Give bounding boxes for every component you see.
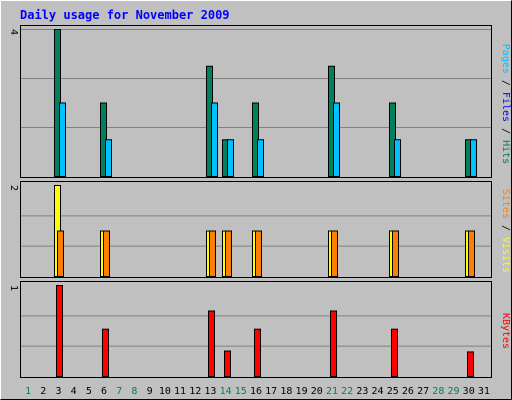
day-label-24: 24 bbox=[372, 386, 384, 397]
day-label-7: 7 bbox=[116, 386, 122, 397]
panel-middle: 2 bbox=[8, 181, 492, 278]
files-label: Files bbox=[500, 92, 511, 122]
day-label-10: 10 bbox=[159, 386, 171, 397]
kbytes-bar-day-3 bbox=[56, 285, 63, 377]
sites-bar-day-6 bbox=[103, 230, 110, 277]
kbytes-bar-day-25 bbox=[391, 328, 398, 377]
day-label-2: 2 bbox=[40, 386, 46, 397]
pages-bar-day-13 bbox=[211, 102, 218, 177]
middle-panel-axis-label: Sites / Visits bbox=[500, 189, 511, 273]
day-label-8: 8 bbox=[131, 386, 137, 397]
kbytes-bar-day-14 bbox=[224, 350, 231, 377]
panel-max-label: 2 bbox=[8, 185, 19, 191]
day-label-26: 26 bbox=[402, 386, 414, 397]
hits-label: Hits bbox=[500, 140, 511, 164]
kbytes-bar-day-6 bbox=[102, 328, 109, 377]
panel-max-label: 4 bbox=[8, 29, 19, 35]
kbytes-bar-day-21 bbox=[330, 310, 337, 378]
day-label-17: 17 bbox=[265, 386, 277, 397]
pages-label: Pages bbox=[500, 44, 511, 74]
pages-bar-day-16 bbox=[257, 139, 264, 177]
panel-bottom: 1 bbox=[8, 281, 492, 378]
pages-bar-day-14 bbox=[227, 139, 234, 177]
chart-title: Daily usage for November 2009 bbox=[20, 8, 230, 22]
day-label-20: 20 bbox=[311, 386, 323, 397]
day-label-3: 3 bbox=[55, 386, 61, 397]
day-label-28: 28 bbox=[432, 386, 444, 397]
day-label-11: 11 bbox=[174, 386, 186, 397]
day-label-25: 25 bbox=[387, 386, 399, 397]
kbytes-bar-day-16 bbox=[254, 328, 261, 377]
kbytes-bar-day-30 bbox=[467, 351, 474, 377]
pages-bar-day-6 bbox=[105, 139, 112, 177]
day-label-31: 31 bbox=[478, 386, 490, 397]
sites-bar-day-21 bbox=[331, 230, 338, 277]
kbytes-label: KBytes bbox=[500, 313, 511, 349]
panel-max-label: 1 bbox=[8, 285, 19, 291]
day-label-6: 6 bbox=[101, 386, 107, 397]
sites-bar-day-3 bbox=[57, 230, 64, 277]
pages-bar-day-3 bbox=[59, 102, 66, 177]
day-axis-labels: 1 2 3 4 5 6 7 8 9 10 11 12 13 14 15 16 17 18 19 20 21 22 23 24 2… bbox=[25, 386, 490, 397]
day-label-23: 23 bbox=[356, 386, 368, 397]
day-label-27: 27 bbox=[417, 386, 429, 397]
day-label-21: 21 bbox=[326, 386, 338, 397]
label-separator: / bbox=[500, 74, 511, 92]
sites-bar-day-13 bbox=[209, 230, 216, 277]
top-panel-axis-label: Pages / Files / Hits bbox=[500, 44, 511, 164]
day-label-30: 30 bbox=[463, 386, 475, 397]
visits-label: Visits bbox=[500, 237, 511, 273]
day-label-1: 1 bbox=[25, 386, 31, 397]
panel-top: 4 bbox=[8, 25, 492, 178]
day-label-4: 4 bbox=[71, 386, 77, 397]
day-label-13: 13 bbox=[204, 386, 216, 397]
label-separator: / bbox=[500, 122, 511, 140]
day-label-19: 19 bbox=[296, 386, 308, 397]
sites-label: Sites bbox=[500, 189, 511, 219]
day-label-14: 14 bbox=[220, 386, 232, 397]
bottom-panel-axis-label: KBytes bbox=[500, 313, 511, 349]
day-label-16: 16 bbox=[250, 386, 262, 397]
pages-bar-day-21 bbox=[333, 102, 340, 177]
sites-bar-day-25 bbox=[392, 230, 399, 277]
pages-bar-day-30 bbox=[470, 139, 477, 177]
kbytes-bar-day-13 bbox=[208, 310, 215, 378]
day-label-9: 9 bbox=[147, 386, 153, 397]
day-label-18: 18 bbox=[280, 386, 292, 397]
sites-bar-day-30 bbox=[468, 230, 475, 277]
pages-bar-day-25 bbox=[394, 139, 401, 177]
sites-bar-day-16 bbox=[255, 230, 262, 277]
day-label-22: 22 bbox=[341, 386, 353, 397]
day-label-12: 12 bbox=[189, 386, 201, 397]
label-separator: / bbox=[500, 219, 511, 237]
chart-panels: 4 2 1 bbox=[8, 25, 492, 378]
day-label-5: 5 bbox=[86, 386, 92, 397]
sites-bar-day-14 bbox=[225, 230, 232, 277]
day-label-15: 15 bbox=[235, 386, 247, 397]
day-label-29: 29 bbox=[447, 386, 459, 397]
